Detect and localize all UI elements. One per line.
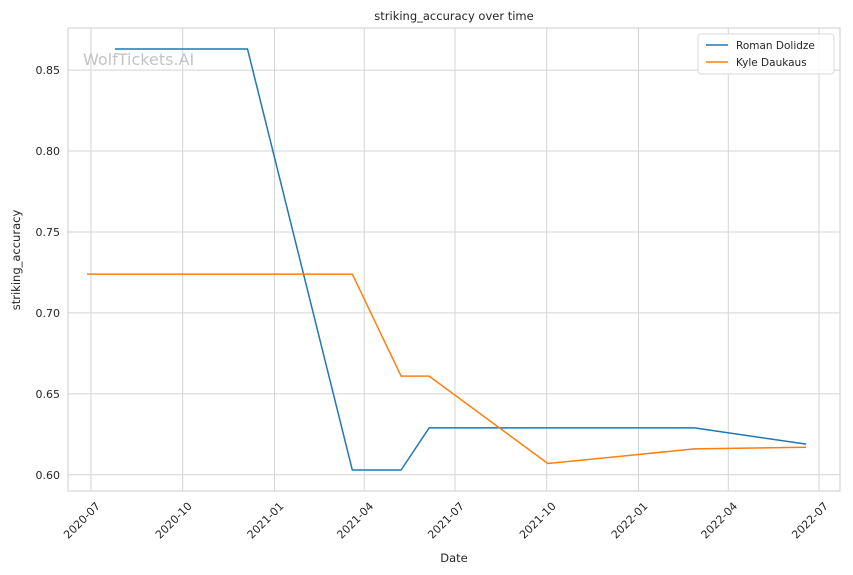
chart-title: striking_accuracy over time bbox=[374, 9, 533, 23]
legend-entry: Roman Dolidze bbox=[736, 40, 815, 52]
y-tick-label: 0.65 bbox=[36, 388, 61, 401]
y-tick-label: 0.70 bbox=[36, 307, 61, 320]
x-axis-label: Date bbox=[440, 551, 468, 565]
x-tick-label: 2022-04 bbox=[699, 500, 741, 542]
y-tick-label: 0.85 bbox=[36, 64, 61, 77]
y-tick-label: 0.60 bbox=[36, 469, 61, 482]
grid bbox=[68, 28, 840, 491]
x-tick-label: 2021-10 bbox=[517, 500, 559, 542]
watermark: WolfTickets.AI bbox=[83, 50, 194, 69]
series-line-1 bbox=[87, 273, 807, 465]
series-lines bbox=[87, 48, 807, 471]
series-line-0 bbox=[114, 48, 807, 471]
x-tick-label: 2020-07 bbox=[61, 500, 103, 542]
legend-box bbox=[697, 33, 835, 75]
x-tick-label: 2021-04 bbox=[334, 500, 376, 542]
x-tick-labels: 2020-07 2020-10 2021-01 2021-04 2021-07 2021-… bbox=[61, 500, 831, 542]
x-tick-label: 2022-01 bbox=[609, 500, 651, 542]
y-axis-label: striking_accuracy bbox=[9, 210, 23, 311]
y-tick-label: 0.75 bbox=[36, 226, 61, 239]
x-tick-label: 2022-07 bbox=[789, 500, 831, 542]
x-tick-label: 2021-07 bbox=[425, 500, 467, 542]
y-tick-labels: 0.60 0.65 0.70 0.75 0.80 0.85 bbox=[36, 64, 61, 482]
x-tick-label: 2020-10 bbox=[153, 500, 195, 542]
plot-area bbox=[67, 27, 841, 492]
legend-entry: Kyle Daukaus bbox=[736, 57, 807, 69]
x-tick-label: 2021-01 bbox=[245, 500, 287, 542]
legend: Roman Dolidze Kyle Daukaus bbox=[697, 33, 835, 75]
y-tick-label: 0.80 bbox=[36, 145, 61, 158]
